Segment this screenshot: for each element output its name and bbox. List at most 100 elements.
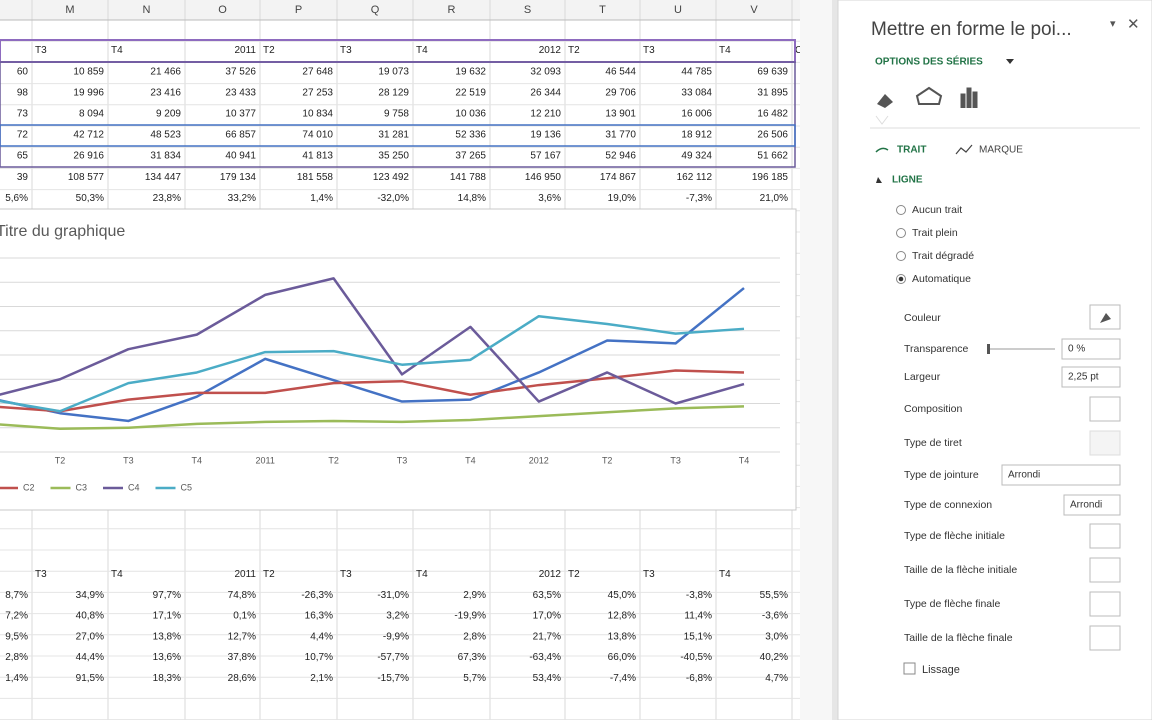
cell: -31,0%: [377, 590, 409, 601]
series-line: [0, 277, 745, 405]
column-header[interactable]: M: [65, 4, 74, 16]
chart: Titre du graphique 0T2T3T42011T2T3T42012…: [0, 208, 797, 511]
cell: 10 859: [73, 66, 104, 77]
pane-close[interactable]: ✕: [1127, 16, 1140, 33]
compound-button[interactable]: [1089, 396, 1121, 422]
begin-size-button[interactable]: [1089, 557, 1121, 583]
transparency-input[interactable]: [1061, 338, 1121, 360]
field-value: Arrondi: [1070, 500, 1102, 511]
cell: 7,2%: [5, 611, 28, 622]
radio-label[interactable]: Automatique: [912, 273, 971, 285]
cell: 31 281: [378, 130, 409, 141]
field-label: Type de flèche finale: [904, 598, 1000, 610]
pane-menu[interactable]: ▾: [1110, 18, 1116, 30]
cell: 57 167: [530, 151, 561, 162]
column-header[interactable]: P: [295, 4, 302, 16]
pane-tab[interactable]: TRAIT: [897, 145, 926, 156]
cell: 74 010: [302, 130, 333, 141]
begin-arrow-button[interactable]: [1089, 523, 1121, 549]
cell: 10 834: [302, 108, 333, 119]
cell: -7,3%: [686, 193, 712, 204]
field-value: 2,25 pt: [1068, 372, 1099, 383]
cell: 22 519: [455, 87, 486, 98]
cell: 141 788: [450, 172, 487, 183]
cell: -32,0%: [377, 193, 409, 204]
smooth-label[interactable]: Lissage: [922, 664, 960, 676]
cell: 13,6%: [153, 652, 181, 663]
cell: 179 134: [220, 172, 257, 183]
column-header[interactable]: O: [218, 4, 227, 16]
cell: 14,8%: [458, 193, 486, 204]
cell: 55,5%: [760, 590, 788, 601]
cell: 2,8%: [463, 631, 486, 642]
cell: 4,4%: [310, 631, 333, 642]
cell: 16 482: [757, 108, 788, 119]
cell: 17,0%: [533, 611, 561, 622]
cell: 48 523: [150, 130, 181, 141]
radio-label[interactable]: Aucun trait: [912, 204, 962, 216]
cell: -40,5%: [680, 652, 712, 663]
cell: 5,6%: [5, 193, 28, 204]
collapse-icon: [876, 177, 882, 183]
header-cell: 2011: [234, 45, 256, 56]
cell: 33 084: [681, 87, 712, 98]
cell: 1,4%: [310, 193, 333, 204]
radio-label[interactable]: Trait dégradé: [912, 250, 974, 262]
column-header[interactable]: N: [143, 4, 151, 16]
dash-button: [1089, 430, 1121, 456]
pane-tab[interactable]: MARQUE: [979, 145, 1023, 156]
column-header[interactable]: T: [599, 4, 606, 16]
cells: MNOPQRSTUVT3T42011T2T3T42012T2T3T4Croiss…: [5, 4, 823, 684]
cell: -9,9%: [383, 631, 409, 642]
selection-row: [0, 124, 796, 147]
header-cell: T3: [643, 569, 655, 580]
column-header[interactable]: S: [524, 4, 531, 16]
smooth-checkbox[interactable]: [903, 662, 916, 675]
header-cell: 2012: [539, 45, 562, 56]
chart-title: Titre du graphique: [0, 223, 125, 240]
column-header[interactable]: V: [750, 4, 758, 16]
radio[interactable]: [896, 205, 906, 215]
radio-label[interactable]: Trait plein: [912, 227, 958, 239]
scrollbar[interactable]: [832, 0, 838, 720]
cell: 42 712: [73, 130, 104, 141]
cell: 46 544: [605, 66, 636, 77]
field-label: Taille de la flèche finale: [904, 632, 1013, 644]
cell: 21,7%: [533, 631, 561, 642]
fill-icon[interactable]: [877, 94, 893, 108]
scroll-gutter: [800, 0, 838, 720]
x-tick-label: T3: [670, 455, 681, 465]
cell: 45,0%: [608, 590, 636, 601]
header-cell: 2011: [234, 569, 256, 580]
radio[interactable]: [896, 251, 906, 261]
field-label: Largeur: [904, 371, 941, 383]
column-header[interactable]: Q: [371, 4, 380, 16]
end-size-button[interactable]: [1089, 625, 1121, 651]
slider-thumb[interactable]: [987, 344, 990, 354]
end-arrow-button[interactable]: [1089, 591, 1121, 617]
pane-content: Mettre en forme le poi... ▾ ✕ OPTIONS DE…: [870, 16, 1140, 676]
width-input[interactable]: [1061, 366, 1121, 388]
cell: 27 253: [302, 87, 333, 98]
effects-icon[interactable]: [915, 86, 943, 105]
cell: 11,4%: [684, 611, 712, 622]
column-header[interactable]: R: [448, 4, 456, 16]
cell: 26 344: [530, 87, 561, 98]
series-icon[interactable]: [960, 87, 978, 108]
cap-select[interactable]: [1063, 494, 1121, 516]
x-tick-label: T2: [328, 455, 339, 465]
series-options[interactable]: OPTIONS DES SÉRIES: [875, 55, 983, 68]
cell: 4,7%: [765, 673, 788, 684]
radio[interactable]: [896, 228, 906, 238]
cell: 9 758: [384, 108, 409, 119]
join-select[interactable]: [1001, 464, 1121, 486]
header-cell: T3: [643, 45, 655, 56]
header-cell: T2: [568, 45, 580, 56]
column-header[interactable]: U: [674, 4, 682, 16]
field-label: Transparence: [904, 343, 969, 355]
series-line: [0, 287, 745, 423]
x-tick-label: 2012: [529, 455, 549, 465]
header-cell: T2: [263, 569, 275, 580]
section-title[interactable]: LIGNE: [892, 175, 923, 186]
cell: 13,8%: [608, 631, 636, 642]
